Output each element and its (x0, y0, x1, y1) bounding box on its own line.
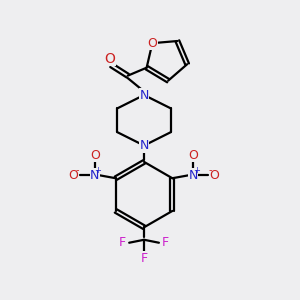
Text: F: F (140, 252, 148, 265)
Text: N: N (140, 139, 149, 152)
Text: F: F (162, 236, 169, 249)
Text: O: O (104, 52, 115, 66)
Text: O: O (210, 169, 220, 182)
Text: N: N (188, 169, 198, 182)
Text: -: - (76, 165, 80, 175)
Text: O: O (69, 169, 79, 182)
Text: N: N (140, 88, 149, 101)
Text: O: O (147, 37, 157, 50)
Text: O: O (188, 148, 198, 162)
Text: N: N (90, 169, 100, 182)
Text: -: - (209, 165, 212, 175)
Text: O: O (90, 148, 100, 162)
Text: +: + (94, 166, 101, 175)
Text: +: + (193, 166, 200, 175)
Text: F: F (119, 236, 126, 249)
